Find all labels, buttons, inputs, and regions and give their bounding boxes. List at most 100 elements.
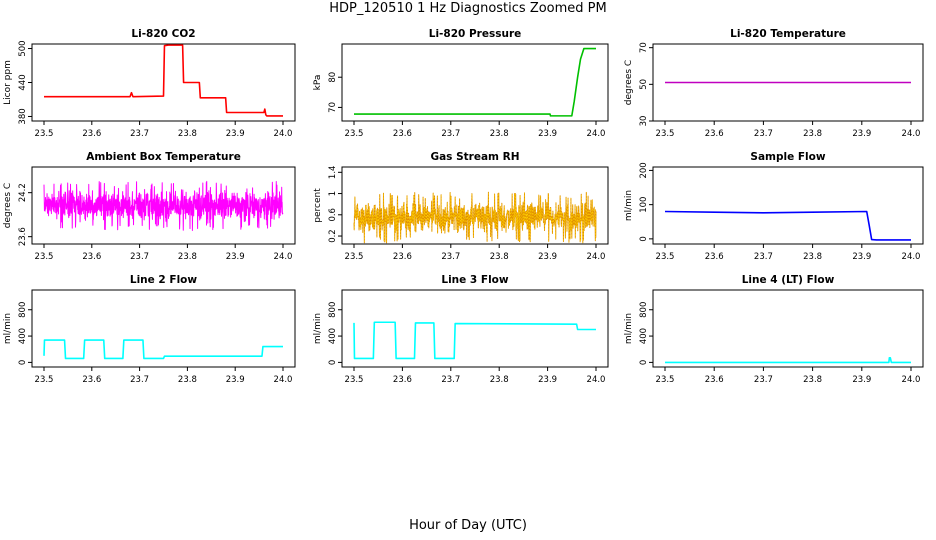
x-tick-label: 23.6 <box>705 129 724 139</box>
x-tick-label: 24.0 <box>902 129 921 139</box>
x-tick-label: 23.6 <box>393 252 412 262</box>
y-tick-label: 800 <box>328 302 338 318</box>
y-tick-label: 200 <box>639 162 649 178</box>
x-tick-label: 23.9 <box>852 375 871 385</box>
y-tick-label: 800 <box>639 302 649 318</box>
x-tick-label: 23.9 <box>538 375 557 385</box>
x-tick-label: 23.7 <box>441 375 460 385</box>
plot-frame <box>341 289 609 368</box>
x-tick-label: 24.0 <box>274 129 293 139</box>
plot-frame <box>341 166 609 245</box>
x-tick-label: 23.7 <box>130 375 149 385</box>
series-line <box>43 180 284 231</box>
y-tick-label: 800 <box>18 302 28 318</box>
plot-frame <box>652 289 924 368</box>
y-tick-label: 0 <box>639 236 649 241</box>
chart-panel: Line 4 (LT) Flow ml/min 23.5 23.6 23.7 23.8 23… <box>624 274 924 385</box>
plot-frame <box>341 43 609 122</box>
x-tick-label: 23.9 <box>538 252 557 262</box>
x-tick-label: 24.0 <box>274 375 293 385</box>
chart-title: Line 3 Flow <box>441 274 508 286</box>
y-tick-label: 0 <box>639 360 649 365</box>
x-tick-label: 23.8 <box>803 375 822 385</box>
y-tick-label: 0.2 <box>328 229 338 243</box>
plot-frame <box>652 166 924 245</box>
series-line <box>44 44 283 117</box>
x-tick-label: 23.5 <box>35 129 54 139</box>
x-tick-label: 24.0 <box>587 252 606 262</box>
x-tick-label: 23.6 <box>82 129 101 139</box>
y-axis-label: ml/min <box>3 313 13 344</box>
x-tick-label: 23.5 <box>35 252 54 262</box>
x-tick-label: 23.8 <box>178 375 197 385</box>
y-tick-label: 400 <box>18 328 28 344</box>
x-tick-label: 23.8 <box>178 252 197 262</box>
chart-title: Line 2 Flow <box>130 274 197 286</box>
x-tick-label: 23.9 <box>226 252 245 262</box>
series-line <box>353 191 597 244</box>
chart-title: Li-820 CO2 <box>131 28 195 40</box>
y-tick-label: 30 <box>639 116 649 127</box>
x-tick-label: 23.5 <box>345 129 364 139</box>
x-tick-label: 24.0 <box>587 129 606 139</box>
chart-title: Ambient Box Temperature <box>86 151 241 163</box>
plot-frame <box>31 166 296 245</box>
y-tick-label: 70 <box>328 102 338 113</box>
series-line <box>354 47 596 117</box>
x-tick-label: 23.8 <box>490 129 509 139</box>
y-tick-label: 70 <box>639 42 649 53</box>
y-axis-label: kPa <box>313 75 323 91</box>
y-tick-label: 440 <box>18 74 28 90</box>
x-tick-label: 23.5 <box>656 252 675 262</box>
y-tick-label: 400 <box>328 328 338 344</box>
x-tick-label: 23.6 <box>705 375 724 385</box>
x-tick-label: 23.8 <box>490 375 509 385</box>
y-tick-label: 100 <box>639 197 649 213</box>
y-tick-label: 80 <box>328 72 338 83</box>
x-tick-label: 23.6 <box>393 375 412 385</box>
x-tick-label: 24.0 <box>587 375 606 385</box>
y-tick-label: 23.6 <box>18 227 28 246</box>
y-tick-label: 24.2 <box>18 183 28 202</box>
x-tick-label: 23.8 <box>178 129 197 139</box>
x-tick-label: 23.5 <box>35 375 54 385</box>
y-axis-label: percent <box>313 188 323 223</box>
x-tick-label: 23.7 <box>441 129 460 139</box>
x-tick-label: 23.8 <box>803 252 822 262</box>
x-tick-label: 23.8 <box>803 129 822 139</box>
chart-panel: Sample Flow ml/min 23.5 23.6 23.7 23.8 23.9 24.… <box>624 151 924 262</box>
x-tick-label: 23.9 <box>226 375 245 385</box>
chart-panel: Li-820 Pressure kPa 23.5 23.6 23.7 23.8 23.9 24… <box>313 28 609 139</box>
chart-title: Line 4 (LT) Flow <box>742 274 835 286</box>
x-tick-label: 23.7 <box>754 129 773 139</box>
chart-panel: Line 3 Flow ml/min 23.5 23.6 23.7 23.8 23.9 24.… <box>313 274 609 385</box>
figure-x-axis-label: Hour of Day (UTC) <box>409 518 527 533</box>
y-axis-label: Licor ppm <box>3 60 13 105</box>
x-tick-label: 23.6 <box>82 252 101 262</box>
chart-panel: Gas Stream RH percent 23.5 23.6 23.7 23.8 23.9… <box>313 151 609 262</box>
y-tick-label: 0 <box>18 360 28 365</box>
x-tick-label: 23.6 <box>705 252 724 262</box>
y-tick-label: 50 <box>639 79 649 90</box>
x-tick-label: 23.8 <box>490 252 509 262</box>
y-axis-label: ml/min <box>624 313 634 344</box>
y-axis-label: ml/min <box>313 313 323 344</box>
x-tick-label: 23.9 <box>538 129 557 139</box>
chart-panel: Ambient Box Temperature degrees C 23.5 23.6… <box>3 151 296 262</box>
y-tick-label: 500 <box>18 40 28 56</box>
series-line <box>664 210 911 241</box>
chart-title: Gas Stream RH <box>430 151 519 163</box>
y-tick-label: 1.4 <box>328 166 338 180</box>
series-line <box>43 339 283 360</box>
plot-frame <box>652 43 924 122</box>
chart-panel: Li-820 CO2 Licor ppm 23.5 23.6 23.7 23.8 23.9 2… <box>3 28 296 139</box>
chart-title: Li-820 Temperature <box>730 28 846 40</box>
chart-title: Li-820 Pressure <box>429 28 522 40</box>
x-tick-label: 23.7 <box>754 375 773 385</box>
chart-panel: Li-820 Temperature degrees C 23.5 23.6 23.7 2… <box>624 28 924 139</box>
x-tick-label: 23.9 <box>852 129 871 139</box>
x-tick-label: 23.7 <box>130 129 149 139</box>
x-tick-label: 23.5 <box>656 129 675 139</box>
series-line <box>665 356 911 364</box>
